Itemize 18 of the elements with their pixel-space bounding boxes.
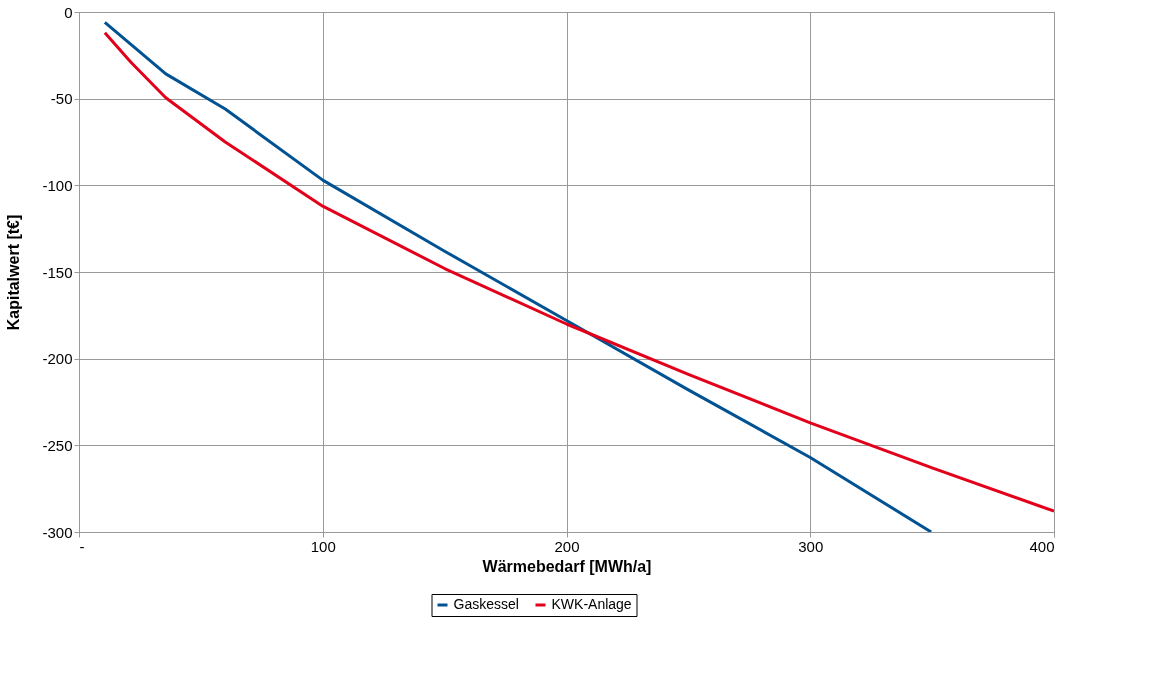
y-tick-label: -150 bbox=[42, 263, 73, 281]
legend-label: KWK-Anlage bbox=[551, 596, 632, 612]
y-tick-label: -50 bbox=[50, 90, 73, 108]
x-axis-title: Wärmebedarf [MWh/a] bbox=[482, 557, 652, 575]
x-tick-label: 400 bbox=[1029, 537, 1055, 555]
x-tick-label: 300 bbox=[798, 537, 824, 555]
x-tick-label: - bbox=[79, 537, 85, 555]
x-tick-label: 100 bbox=[310, 537, 336, 555]
line-series bbox=[103, 31, 1054, 513]
x-tick-label: 200 bbox=[554, 537, 580, 555]
legend-label: Gaskessel bbox=[453, 596, 519, 612]
y-tick-label: -300 bbox=[42, 523, 73, 541]
y-tick-label: -250 bbox=[42, 436, 73, 454]
y-tick-label: 0 bbox=[64, 3, 73, 21]
y-tick-label: -200 bbox=[42, 350, 73, 368]
y-tick-label: -100 bbox=[42, 176, 73, 194]
y-axis-title: Kapitalwert [t€] bbox=[5, 214, 23, 331]
line-series bbox=[103, 20, 933, 532]
